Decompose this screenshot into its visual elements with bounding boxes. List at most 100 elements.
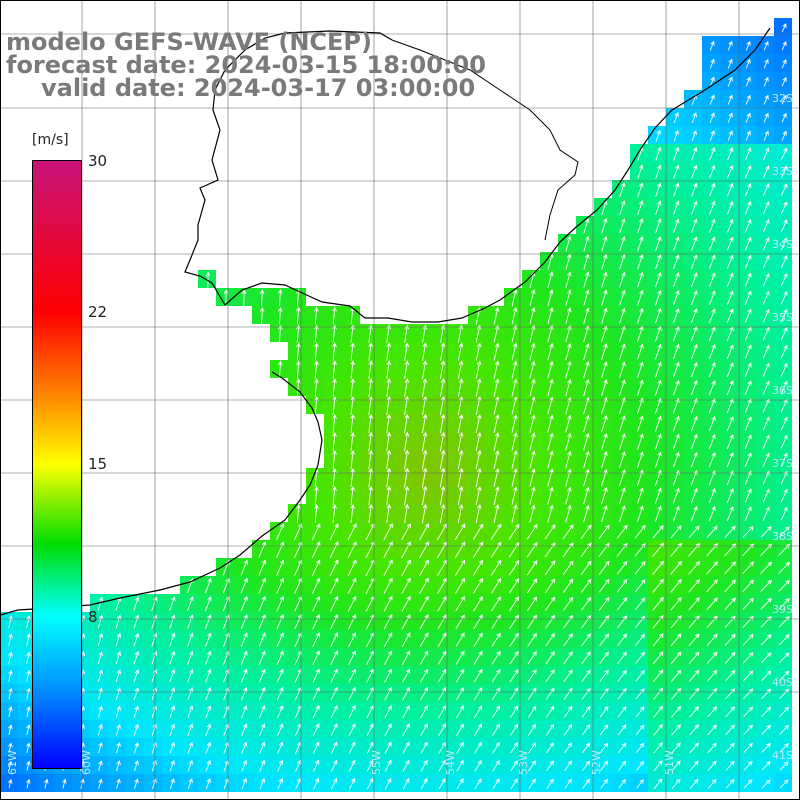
wind-arrow [707, 724, 717, 736]
wind-speed-cell [774, 288, 792, 306]
wind-speed-cell [288, 306, 306, 324]
latitude-label: 36S [772, 384, 793, 397]
wind-arrow [314, 360, 319, 379]
wind-speed-cell [576, 630, 594, 648]
wind-speed-cell [504, 774, 522, 792]
wind-speed-cell [612, 486, 630, 504]
wind-speed-cell [288, 522, 306, 540]
wind-speed-cell [738, 630, 756, 648]
wind-arrow [742, 561, 755, 575]
wind-speed-cell [684, 486, 702, 504]
wind-speed-cell [648, 414, 666, 432]
wind-speed-cell [396, 684, 414, 702]
wind-speed-cell [342, 522, 360, 540]
wind-speed-cell [774, 54, 792, 72]
wind-speed-cell [648, 432, 666, 450]
wind-speed-cell [144, 648, 162, 666]
wind-arrow [241, 759, 248, 772]
wind-speed-cell [486, 774, 504, 792]
wind-speed-cell [90, 702, 108, 720]
wind-arrow [670, 651, 682, 665]
wind-arrow [258, 541, 267, 558]
wind-speed-cell [630, 198, 648, 216]
wind-arrow [437, 595, 447, 612]
wind-arrow [473, 668, 483, 683]
wind-arrow [332, 450, 337, 469]
wind-arrow [276, 577, 285, 594]
wind-arrow [368, 360, 374, 379]
uruguay-border [391, 39, 579, 241]
wind-speed-cell [342, 378, 360, 396]
wind-arrow [652, 578, 664, 593]
wind-arrow [652, 669, 664, 683]
wind-speed-cell [684, 414, 702, 432]
wind-arrow [419, 577, 429, 594]
wind-speed-cell [522, 666, 540, 684]
wind-arrow [420, 723, 428, 737]
wind-arrow [511, 450, 518, 469]
wind-arrow [547, 360, 554, 379]
wind-arrow [508, 523, 520, 540]
wind-direction-arrows [7, 23, 791, 790]
wind-speed-cell [162, 666, 180, 684]
wind-arrow [673, 200, 680, 215]
wind-arrow [296, 360, 301, 379]
wind-speed-cell [540, 504, 558, 522]
wind-speed-cell [90, 756, 108, 774]
wind-arrow [277, 723, 284, 737]
wind-speed-cell [378, 648, 396, 666]
wind-arrow [526, 560, 538, 576]
wind-arrow [205, 778, 211, 790]
wind-arrow [421, 449, 428, 470]
wind-arrow [780, 290, 788, 305]
wind-arrow [401, 559, 411, 577]
wind-arrow [601, 415, 608, 433]
wind-speed-cell [594, 324, 612, 342]
wind-speed-cell [378, 540, 396, 558]
wind-speed-cell [126, 594, 144, 612]
wind-arrow [583, 361, 590, 379]
wind-speed-cell [468, 360, 486, 378]
wind-arrow [653, 742, 663, 754]
wind-arrow [187, 778, 193, 790]
wind-speed-cell [666, 594, 684, 612]
wind-speed-cell [540, 612, 558, 630]
wind-speed-cell [738, 396, 756, 414]
wind-speed-cell [738, 270, 756, 288]
wind-speed-cell [324, 576, 342, 594]
wind-arrow [151, 687, 158, 701]
wind-arrow [529, 414, 536, 433]
wind-arrow [762, 326, 770, 341]
wind-speed-cell [576, 234, 594, 252]
wind-speed-cell [558, 774, 576, 792]
wind-speed-cell [162, 612, 180, 630]
wind-speed-cell [774, 108, 792, 126]
wind-speed-cell [774, 252, 792, 270]
wind-speed-cell [342, 702, 360, 720]
wind-speed-cell [504, 666, 522, 684]
wind-arrow [510, 723, 519, 736]
wind-arrow [366, 650, 375, 665]
wind-speed-cell [342, 450, 360, 468]
wind-speed-cell [594, 702, 612, 720]
wind-speed-cell [684, 576, 702, 594]
wind-speed-cell [324, 738, 342, 756]
wind-speed-cell [576, 396, 594, 414]
wind-speed-cell [450, 540, 468, 558]
wind-speed-cell [648, 612, 666, 630]
wind-speed-cell [324, 450, 342, 468]
wind-speed-cell [378, 342, 396, 360]
wind-speed-cell [0, 738, 18, 756]
wind-arrow [724, 579, 736, 593]
wind-speed-cell [720, 90, 738, 108]
wind-speed-cell [774, 666, 792, 684]
wind-arrow [563, 669, 573, 683]
wind-speed-cell [774, 774, 792, 792]
wind-arrow [652, 525, 664, 539]
wind-arrow [312, 577, 321, 594]
wind-speed-cell [612, 648, 630, 666]
wind-arrow [277, 289, 283, 307]
wind-speed-cell [324, 756, 342, 774]
wind-speed-cell [360, 540, 378, 558]
wind-arrow [636, 778, 644, 789]
